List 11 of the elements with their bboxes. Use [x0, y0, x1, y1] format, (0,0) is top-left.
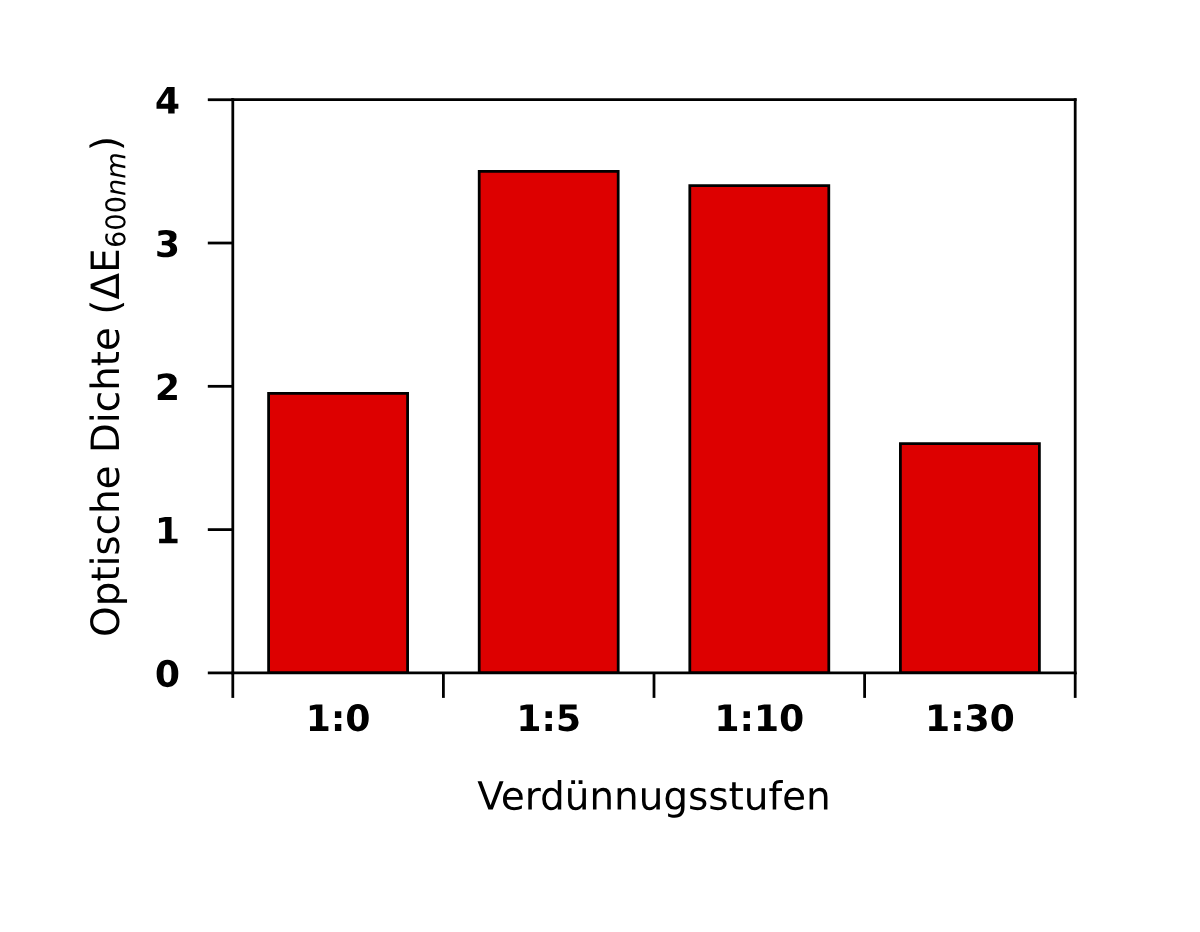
y-axis-title: Optische Dichte (ΔE$_{600nm}$): [89, 139, 128, 635]
y-tick-label: 1: [158, 517, 178, 544]
x-axis-title: Verdünnugsstufen: [477, 780, 828, 818]
y-tick-label: 2: [157, 373, 177, 401]
x-tick-label: 1:0: [309, 704, 369, 732]
y-tick-label: 0: [156, 659, 179, 688]
x-tick-label: 1:10: [718, 704, 803, 732]
x-tick-label: 1:5: [520, 704, 579, 732]
x-tick-label: 1:30: [929, 704, 1014, 732]
y-tick-label: 3: [157, 229, 178, 258]
y-tick-label: 4: [156, 87, 179, 114]
